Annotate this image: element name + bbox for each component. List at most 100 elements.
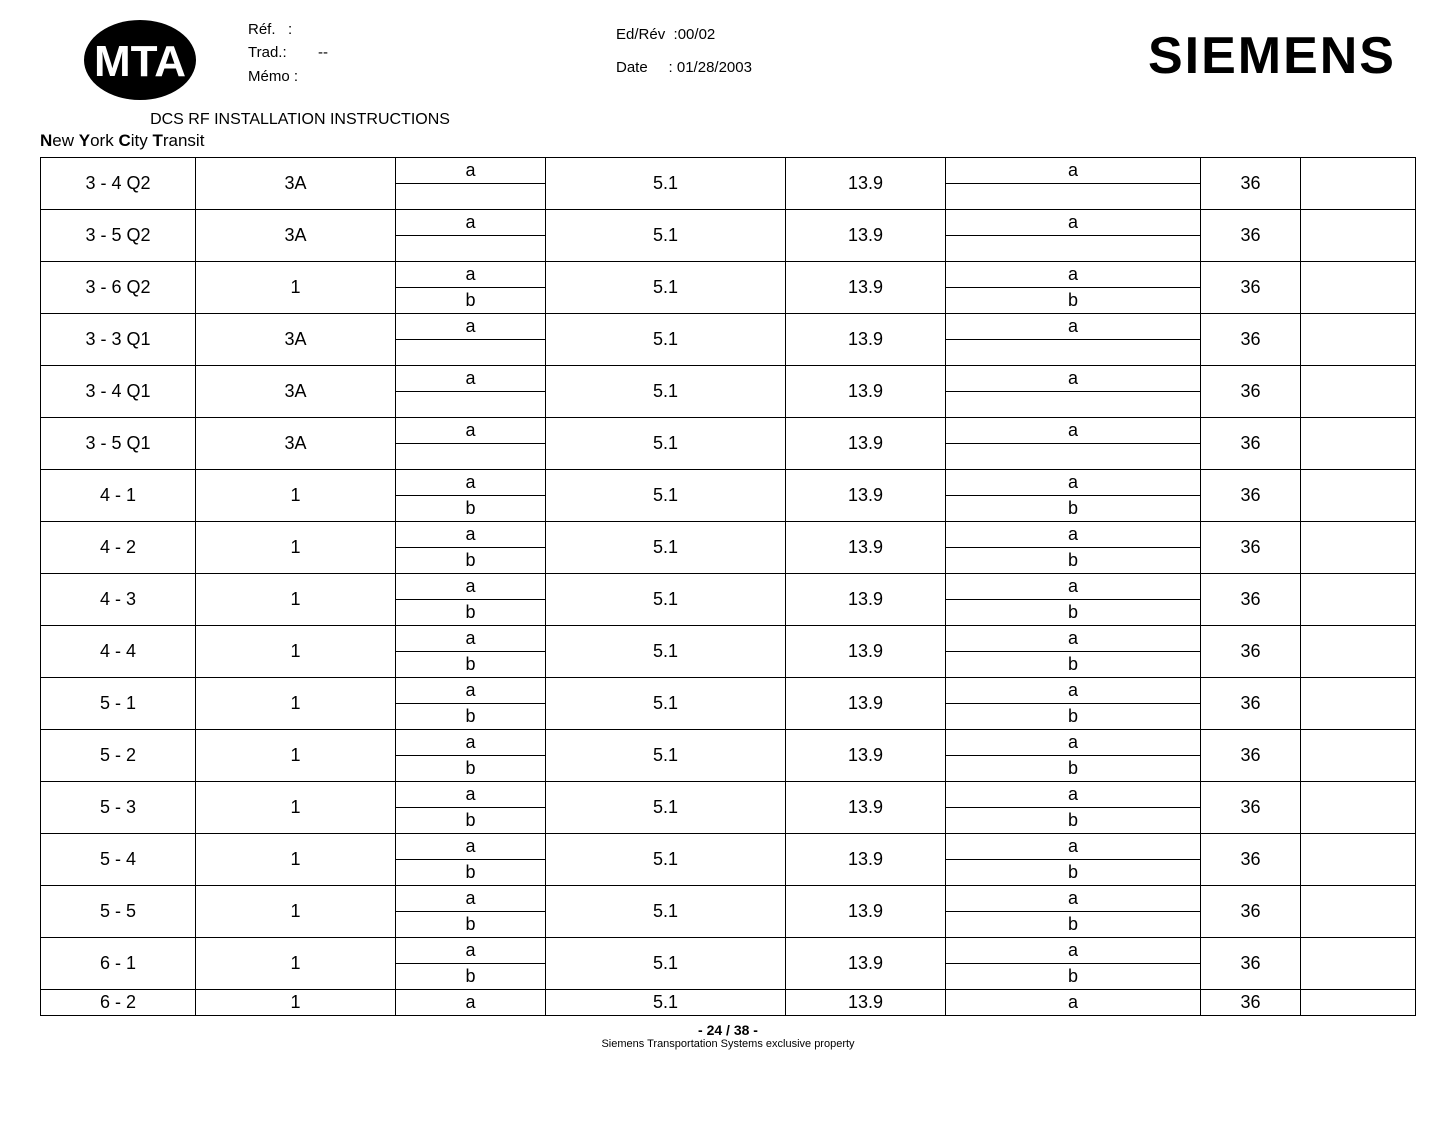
cell-c7: 36	[1201, 418, 1301, 470]
table-row: 5 - 41a5.113.9a36	[41, 834, 1416, 860]
cell-c1: 3 - 5 Q2	[41, 210, 196, 262]
cell-c1: 3 - 5 Q1	[41, 418, 196, 470]
cell-c3-b: b	[396, 548, 546, 574]
cell-c6-a: a	[946, 210, 1201, 236]
table-row: 3 - 5 Q13Aa5.113.9a36	[41, 418, 1416, 444]
cell-c6-b: b	[946, 704, 1201, 730]
cell-c6-a: a	[946, 158, 1201, 184]
header: MTA Réf. : Trad.: -- Mémo : Ed/Rév :00/0…	[40, 18, 1416, 103]
table-row: 5 - 11a5.113.9a36	[41, 678, 1416, 704]
cell-c3-a: a	[396, 210, 546, 236]
cell-c6-a: a	[946, 314, 1201, 340]
cell-c2: 1	[196, 626, 396, 678]
cell-c3-b: b	[396, 964, 546, 990]
nyct-t: T	[152, 131, 162, 150]
cell-c3-b: b	[396, 652, 546, 678]
ref-sep: :	[288, 21, 292, 38]
cell-c5: 13.9	[786, 730, 946, 782]
cell-c3-a: a	[396, 470, 546, 496]
cell-c4: 5.1	[546, 990, 786, 1016]
cell-c6-b	[946, 392, 1201, 418]
cell-c3-b: b	[396, 600, 546, 626]
cell-c2: 1	[196, 522, 396, 574]
cell-c5: 13.9	[786, 522, 946, 574]
cell-c1: 3 - 4 Q2	[41, 158, 196, 210]
cell-c6-b: b	[946, 548, 1201, 574]
cell-c3-a: a	[396, 782, 546, 808]
cell-c3-b	[396, 340, 546, 366]
cell-c8	[1301, 990, 1416, 1016]
cell-c3-a: a	[396, 938, 546, 964]
cell-c3-a: a	[396, 886, 546, 912]
cell-c2: 1	[196, 574, 396, 626]
cell-c6-a: a	[946, 418, 1201, 444]
cell-c6-b	[946, 184, 1201, 210]
cell-c6-a: a	[946, 470, 1201, 496]
cell-c2: 1	[196, 470, 396, 522]
date-value: 01/28/2003	[677, 59, 752, 76]
cell-c8	[1301, 678, 1416, 730]
cell-c8	[1301, 626, 1416, 678]
cell-c7: 36	[1201, 782, 1301, 834]
cell-c5: 13.9	[786, 834, 946, 886]
cell-c6-a: a	[946, 574, 1201, 600]
cell-c8	[1301, 418, 1416, 470]
edrev-label: Ed/Rév	[616, 26, 665, 43]
cell-c6-b: b	[946, 756, 1201, 782]
cell-c6-b: b	[946, 964, 1201, 990]
cell-c1: 3 - 3 Q1	[41, 314, 196, 366]
cell-c2: 3A	[196, 210, 396, 262]
table-row: 3 - 3 Q13Aa5.113.9a36	[41, 314, 1416, 340]
cell-c7: 36	[1201, 574, 1301, 626]
cell-c6-b	[946, 444, 1201, 470]
cell-c1: 3 - 6 Q2	[41, 262, 196, 314]
cell-c2: 1	[196, 886, 396, 938]
cell-c5: 13.9	[786, 418, 946, 470]
cell-c1: 5 - 5	[41, 886, 196, 938]
cell-c5: 13.9	[786, 158, 946, 210]
cell-c8	[1301, 210, 1416, 262]
cell-c1: 6 - 2	[41, 990, 196, 1016]
cell-c1: 4 - 2	[41, 522, 196, 574]
cell-c4: 5.1	[546, 938, 786, 990]
cell-c7: 36	[1201, 730, 1301, 782]
cell-c2: 1	[196, 990, 396, 1016]
cell-c2: 1	[196, 730, 396, 782]
table-row: 3 - 6 Q21a5.113.9a36	[41, 262, 1416, 288]
cell-c3-b: b	[396, 704, 546, 730]
cell-c3-b	[396, 444, 546, 470]
ref-label: Réf.	[248, 21, 276, 38]
cell-c7: 36	[1201, 938, 1301, 990]
cell-c5: 13.9	[786, 886, 946, 938]
cell-c8	[1301, 366, 1416, 418]
trad-label: Trad.:	[248, 41, 318, 64]
cell-c2: 1	[196, 262, 396, 314]
cell-c6-b: b	[946, 600, 1201, 626]
cell-c8	[1301, 470, 1416, 522]
nyct-n: N	[40, 131, 52, 150]
doc-title: DCS RF INSTALLATION INSTRUCTIONS	[40, 111, 560, 129]
nyct-line: New York City Transit	[40, 131, 1416, 151]
page: MTA Réf. : Trad.: -- Mémo : Ed/Rév :00/0…	[0, 0, 1456, 1127]
cell-c6-a: a	[946, 522, 1201, 548]
cell-c1: 4 - 3	[41, 574, 196, 626]
cell-c6-b	[946, 236, 1201, 262]
cell-c2: 3A	[196, 366, 396, 418]
cell-c3-b: b	[396, 860, 546, 886]
cell-c6-b: b	[946, 496, 1201, 522]
cell-c4: 5.1	[546, 262, 786, 314]
table-row: 3 - 4 Q13Aa5.113.9a36	[41, 366, 1416, 392]
cell-c5: 13.9	[786, 782, 946, 834]
cell-c6-a: a	[946, 262, 1201, 288]
cell-c6-a: a	[946, 678, 1201, 704]
cell-c2: 3A	[196, 314, 396, 366]
footer-prop: Siemens Transportation Systems exclusive…	[40, 1038, 1416, 1050]
cell-c3-b	[396, 184, 546, 210]
table-row: 4 - 31a5.113.9a36	[41, 574, 1416, 600]
cell-c6-a: a	[946, 938, 1201, 964]
cell-c5: 13.9	[786, 938, 946, 990]
table-row: 4 - 21a5.113.9a36	[41, 522, 1416, 548]
cell-c6-b: b	[946, 912, 1201, 938]
data-table: 3 - 4 Q23Aa5.113.9a363 - 5 Q23Aa5.113.9a…	[40, 157, 1416, 1016]
cell-c8	[1301, 314, 1416, 366]
